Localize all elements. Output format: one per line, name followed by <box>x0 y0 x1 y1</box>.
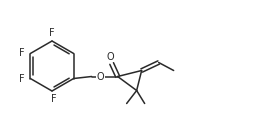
Text: F: F <box>49 28 55 38</box>
Text: F: F <box>19 75 24 85</box>
Text: F: F <box>19 47 24 57</box>
Text: F: F <box>51 94 57 104</box>
Text: O: O <box>107 51 114 62</box>
Text: O: O <box>97 72 105 81</box>
